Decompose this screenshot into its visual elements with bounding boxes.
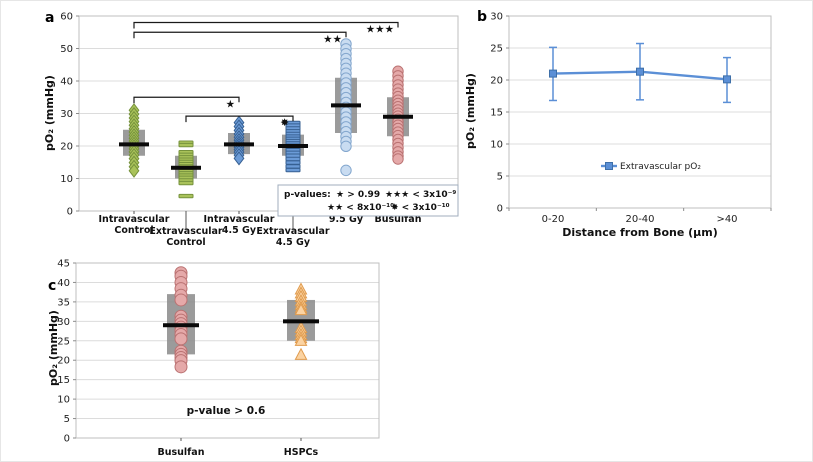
legend-marker <box>605 162 613 170</box>
x-category-label: 20-40 <box>625 214 654 225</box>
median-bar <box>331 103 361 108</box>
data-point <box>174 332 188 346</box>
y-tick-label: 30 <box>490 12 503 23</box>
y-tick-label: 60 <box>60 12 73 23</box>
pvalue-legend-entry: ★★★ < 3x10⁻⁹ <box>385 190 456 200</box>
y-tick-label: 5 <box>497 172 503 183</box>
panel-b-label: b <box>477 9 488 25</box>
median-bar <box>278 144 308 148</box>
data-point <box>392 153 404 165</box>
x-category-label: Extravascular <box>149 226 223 237</box>
data-point <box>549 69 557 78</box>
panel-c-label: c <box>48 278 57 294</box>
data-point <box>233 151 245 166</box>
y-tick-label: 50 <box>60 44 73 55</box>
y-tick-label: 10 <box>57 395 70 406</box>
plot-border <box>75 262 380 439</box>
legend-label: Extravascular pO₂ <box>620 162 701 172</box>
data-point <box>294 347 308 360</box>
pvalue-legend-title: p-values: <box>284 190 331 200</box>
y-tick-label: 20 <box>60 142 73 153</box>
pvalue-annotation: p-value > 0.6 <box>187 405 266 417</box>
y-tick-label: 45 <box>57 259 70 270</box>
x-category-label: HSPCs <box>284 447 319 458</box>
x-category-label: 0-20 <box>542 214 565 225</box>
y-tick-label: 15 <box>57 375 70 386</box>
y-tick-label: 10 <box>490 140 503 151</box>
significance-symbol: ★★ <box>323 33 342 45</box>
y-tick-label: 0 <box>67 207 73 218</box>
x-category-label: 4.5 Gy <box>276 237 311 248</box>
median-bar <box>171 165 201 170</box>
data-point <box>294 302 308 316</box>
x-category-label: Intravascular <box>204 214 275 225</box>
y-tick-label: 40 <box>60 77 73 88</box>
data-point <box>340 164 352 177</box>
y-tick-label: 40 <box>57 278 70 289</box>
median-bar <box>163 323 199 328</box>
median-bar <box>283 319 319 324</box>
data-point <box>178 142 194 148</box>
x-category-label: >40 <box>716 214 737 225</box>
data-point <box>178 180 194 186</box>
y-tick-label: 25 <box>57 336 70 347</box>
x-category-label: Intravascular <box>99 214 170 225</box>
data-point <box>285 156 301 162</box>
pvalue-legend-box <box>277 184 459 217</box>
x-category-label: 9.5 Gy <box>329 214 364 225</box>
y-tick-label: 35 <box>57 297 70 308</box>
data-point <box>340 140 352 153</box>
median-bar <box>224 142 254 147</box>
panel-a-plot: 0102030405060IntravascularControlExtrava… <box>60 12 459 248</box>
panel-a-label: a <box>45 10 55 26</box>
x-category-label: 4.5 Gy <box>222 225 257 236</box>
significance-bracket <box>133 31 347 39</box>
significance-bracket <box>133 21 399 29</box>
y-tick-label: 15 <box>490 108 503 119</box>
median-bar <box>119 142 149 147</box>
y-tick-label: 25 <box>490 44 503 55</box>
data-point <box>294 333 308 346</box>
panel-c-plot: 0 5 10 15 20 25 30 35 40 45 Busulfan HSPCs p-value >… <box>57 259 380 458</box>
y-tick-label: 20 <box>57 356 70 367</box>
y-tick-label: 20 <box>490 76 503 87</box>
significance-bracket <box>185 115 294 123</box>
data-point <box>174 293 188 307</box>
data-point <box>285 167 301 173</box>
significance-bracket <box>133 96 240 104</box>
pvalue-legend-entry: ✸ < 3x10⁻¹⁰ <box>391 203 450 213</box>
data-point <box>174 360 188 374</box>
y-tick-label: 0 <box>497 204 503 215</box>
median-bar <box>383 114 413 119</box>
y-tick-label: 0 <box>64 434 70 445</box>
y-tick-label: 30 <box>60 109 73 120</box>
data-point <box>128 163 140 178</box>
x-category-label: Extravascular <box>256 226 330 237</box>
data-point <box>285 160 301 165</box>
pvalue-legend-entry: ★★ < 8x10⁻¹⁰ <box>327 203 394 213</box>
data-point <box>285 164 301 169</box>
significance-symbol: ★★★ <box>366 24 394 36</box>
y-tick-label: 5 <box>64 414 70 425</box>
x-category-label: Busulfan <box>158 447 205 458</box>
x-category-label: Control <box>166 237 205 248</box>
x-category-label: Busulfan <box>375 214 422 225</box>
significance-symbol: ★ <box>226 98 235 110</box>
y-tick-label: 30 <box>57 317 70 328</box>
data-point <box>723 75 731 84</box>
significance-symbol: ✸ <box>280 117 289 129</box>
x-category-label: Control <box>114 225 153 236</box>
y-tick-label: 10 <box>60 174 73 185</box>
data-point <box>636 67 644 76</box>
x-axis-title: Distance from Bone (μm) <box>562 226 718 239</box>
data-point <box>178 193 194 199</box>
pvalue-legend-entry: ★ > 0.99 <box>336 190 380 200</box>
